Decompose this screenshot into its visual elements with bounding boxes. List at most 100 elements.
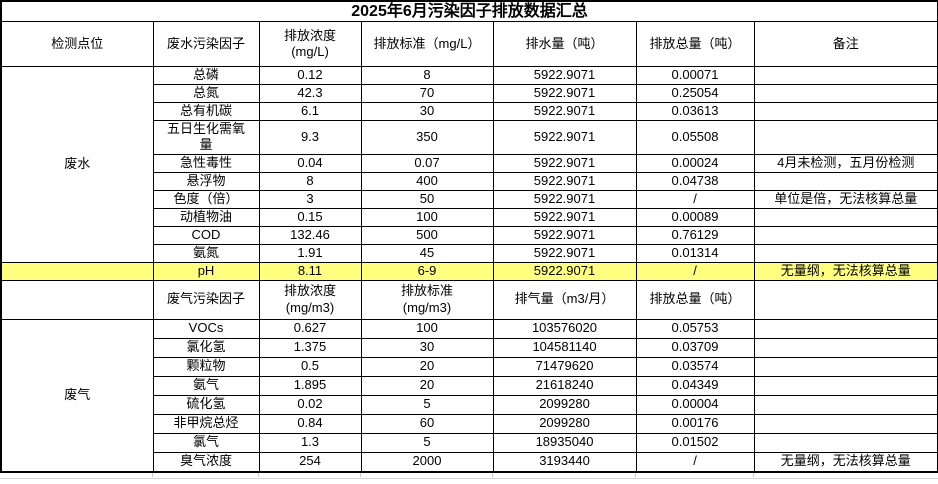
cell-concentration[interactable]: 0.04 [258, 153, 362, 173]
cell-factor[interactable]: 氨氮 [152, 243, 260, 263]
cell-standard[interactable]: 350 [360, 120, 494, 155]
header-cell[interactable]: 废水污染因子 [152, 21, 260, 67]
cell-volume[interactable]: 5922.9071 [492, 66, 637, 85]
cell-factor[interactable]: 非甲烷总烃 [152, 413, 260, 434]
cell-standard[interactable]: 5 [360, 432, 494, 453]
cell-standard[interactable]: 100 [360, 207, 494, 227]
cell-total[interactable]: / [635, 189, 755, 209]
cell-standard[interactable]: 400 [360, 171, 494, 191]
cell-standard[interactable]: 45 [360, 243, 494, 263]
cell-total[interactable]: 0.04738 [635, 171, 755, 191]
cell-total[interactable]: 0.05753 [635, 318, 755, 339]
cell-concentration[interactable]: 1.895 [258, 375, 362, 396]
cell-standard[interactable]: 2000 [360, 451, 494, 472]
cell-total[interactable]: 0.00004 [635, 394, 755, 415]
cell-standard[interactable]: 20 [360, 375, 494, 396]
header-cell[interactable] [0, 279, 154, 320]
cell-remark[interactable] [753, 356, 938, 377]
cell-remark[interactable] [753, 207, 938, 227]
cell-remark[interactable] [753, 243, 938, 263]
cell-remark[interactable]: 单位是倍，无法核算总量 [753, 189, 938, 209]
cell-volume[interactable]: 104581140 [492, 337, 637, 358]
cell-total[interactable]: 0.00071 [635, 66, 755, 85]
header-cell[interactable]: 排放标准 (mg/m3) [360, 279, 494, 320]
cell-remark[interactable] [753, 318, 938, 339]
cell-volume[interactable]: 5922.9071 [492, 225, 637, 245]
cell-standard[interactable]: 0.07 [360, 153, 494, 173]
cell-standard[interactable]: 500 [360, 225, 494, 245]
cell-standard[interactable]: 30 [360, 337, 494, 358]
cell-concentration[interactable]: 8.11 [258, 261, 362, 281]
cell-volume[interactable]: 103576020 [492, 318, 637, 339]
header-cell[interactable]: 排气量（m3/月） [492, 279, 637, 320]
cell-concentration[interactable]: 0.5 [258, 356, 362, 377]
cell-volume[interactable]: 2099280 [492, 394, 637, 415]
cell-remark[interactable] [753, 102, 938, 121]
cell-concentration[interactable]: 0.15 [258, 207, 362, 227]
cell-remark[interactable] [753, 337, 938, 358]
cell-concentration[interactable]: 1.375 [258, 337, 362, 358]
cell-volume[interactable]: 5922.9071 [492, 102, 637, 121]
cell-total[interactable]: 0.00176 [635, 413, 755, 434]
cell-standard[interactable]: 6-9 [360, 261, 494, 281]
cell-concentration[interactable]: 1.3 [258, 432, 362, 453]
cell-factor[interactable]: COD [152, 225, 260, 245]
cell-location-wastewater[interactable]: 废水 [0, 66, 154, 263]
header-cell[interactable]: 检测点位 [0, 21, 154, 67]
cell-volume[interactable]: 71479620 [492, 356, 637, 377]
header-cell[interactable]: 排放标准（mg/L） [360, 21, 494, 67]
cell-concentration[interactable]: 0.02 [258, 394, 362, 415]
cell-concentration[interactable]: 0.627 [258, 318, 362, 339]
cell-concentration[interactable]: 42.3 [258, 84, 362, 103]
cell-total[interactable]: 0.01502 [635, 432, 755, 453]
cell-factor[interactable]: 氯气 [152, 432, 260, 453]
cell-total[interactable]: 0.03709 [635, 337, 755, 358]
cell-standard[interactable]: 8 [360, 66, 494, 85]
cell-factor[interactable]: pH [152, 261, 260, 281]
cell-factor[interactable]: 总磷 [152, 66, 260, 85]
cell-factor[interactable]: 五日生化需氧量 [152, 120, 260, 155]
cell-remark[interactable] [753, 120, 938, 155]
cell-total[interactable]: 0.03574 [635, 356, 755, 377]
cell-standard[interactable]: 20 [360, 356, 494, 377]
cell-volume[interactable]: 21618240 [492, 375, 637, 396]
cell-standard[interactable]: 70 [360, 84, 494, 103]
cell-remark[interactable] [753, 171, 938, 191]
cell-total[interactable]: 0.01314 [635, 243, 755, 263]
cell-remark[interactable] [753, 84, 938, 103]
header-cell[interactable]: 排放总量（吨） [635, 279, 755, 320]
cell-volume[interactable]: 5922.9071 [492, 243, 637, 263]
cell-factor[interactable]: 硫化氢 [152, 394, 260, 415]
cell-factor[interactable]: 总有机碳 [152, 102, 260, 121]
cell-volume[interactable]: 5922.9071 [492, 207, 637, 227]
cell-remark[interactable] [753, 225, 938, 245]
header-cell[interactable]: 排水量（吨） [492, 21, 637, 67]
cell-total[interactable]: / [635, 451, 755, 472]
cell-total[interactable]: 0.03613 [635, 102, 755, 121]
cell-factor[interactable]: 氨气 [152, 375, 260, 396]
cell-standard[interactable]: 100 [360, 318, 494, 339]
cell-volume[interactable]: 5922.9071 [492, 84, 637, 103]
cell-total[interactable]: 0.25054 [635, 84, 755, 103]
cell-volume[interactable]: 5922.9071 [492, 120, 637, 155]
cell-total[interactable]: 0.05508 [635, 120, 755, 155]
cell-remark[interactable] [753, 432, 938, 453]
cell-total[interactable]: 0.04349 [635, 375, 755, 396]
cell-standard[interactable]: 30 [360, 102, 494, 121]
header-cell[interactable]: 排放浓度 (mg/m3) [258, 279, 362, 320]
cell-volume[interactable]: 5922.9071 [492, 171, 637, 191]
cell-factor[interactable]: 氯化氢 [152, 337, 260, 358]
cell-factor[interactable]: 总氮 [152, 84, 260, 103]
cell-total[interactable]: / [635, 261, 755, 281]
cell-volume[interactable]: 2099280 [492, 413, 637, 434]
cell-location-empty[interactable] [0, 261, 154, 281]
cell-volume[interactable]: 18935040 [492, 432, 637, 453]
cell-factor[interactable]: 动植物油 [152, 207, 260, 227]
cell-concentration[interactable]: 9.3 [258, 120, 362, 155]
cell-factor[interactable]: 臭气浓度 [152, 451, 260, 472]
cell-volume[interactable]: 3193440 [492, 451, 637, 472]
cell-concentration[interactable]: 8 [258, 171, 362, 191]
cell-total[interactable]: 0.76129 [635, 225, 755, 245]
cell-volume[interactable]: 5922.9071 [492, 261, 637, 281]
cell-factor[interactable]: 颗粒物 [152, 356, 260, 377]
